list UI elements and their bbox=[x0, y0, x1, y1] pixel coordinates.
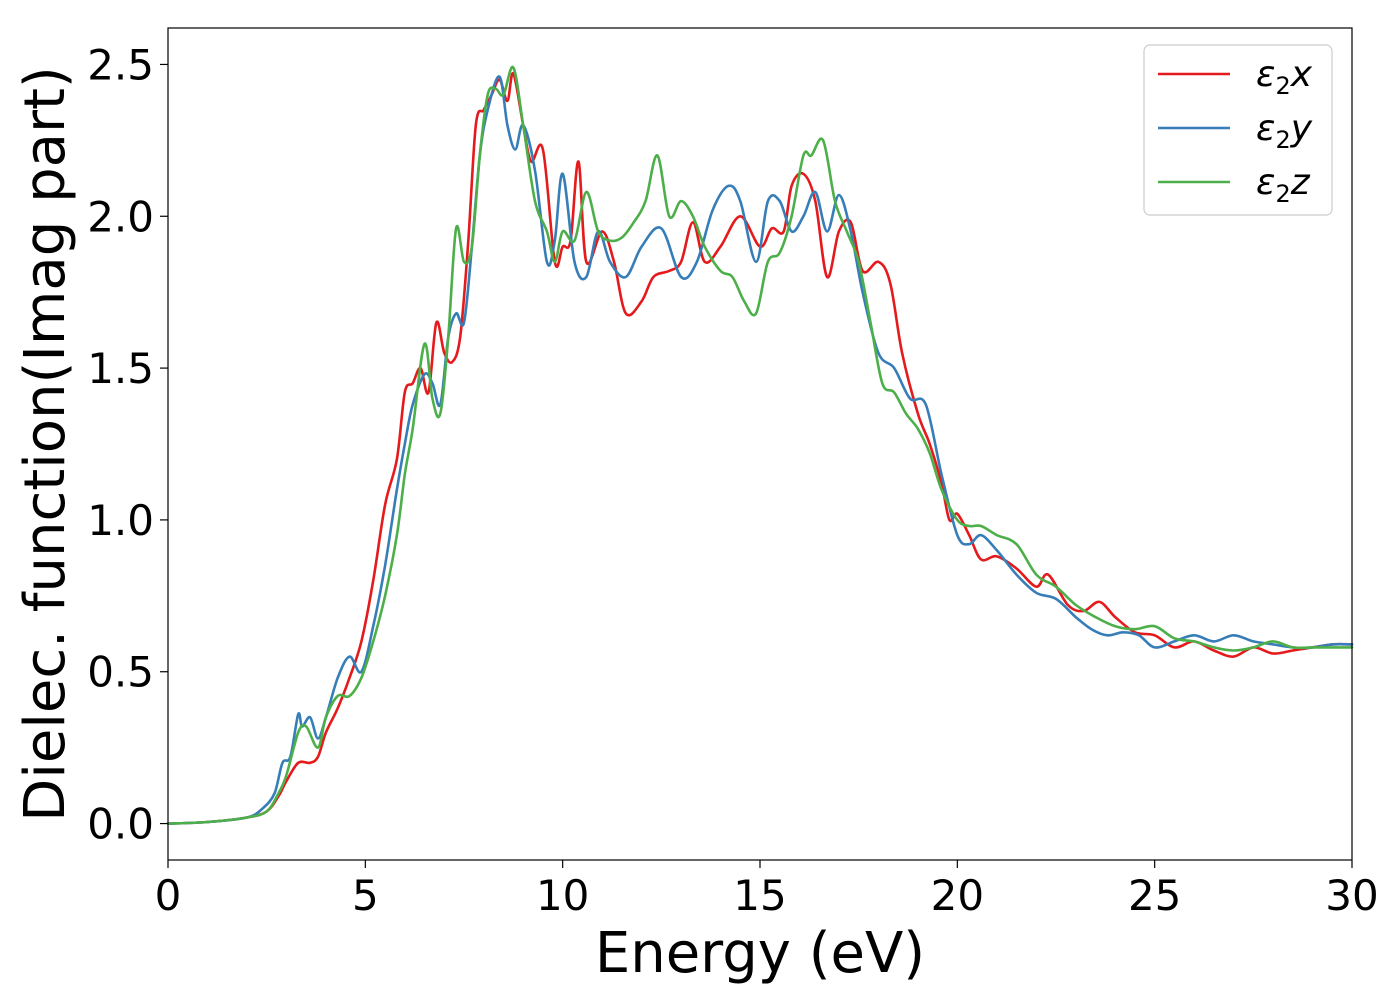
x-axis: 0 5 10 15 20 25 30 bbox=[155, 860, 1379, 920]
x-axis-title: Energy (eV) bbox=[595, 921, 925, 986]
legend-box bbox=[1143, 44, 1333, 216]
y-tick-label: 2.0 bbox=[87, 192, 154, 241]
plot-lines bbox=[166, 65, 1354, 825]
y-tick-label: 2.5 bbox=[87, 40, 154, 89]
series-line-z bbox=[166, 65, 1354, 825]
x-tick-label: 0 bbox=[155, 871, 182, 920]
series-line-x bbox=[166, 72, 1354, 825]
y-tick-label: 0.5 bbox=[87, 648, 154, 697]
x-tick-label: 15 bbox=[733, 871, 786, 920]
x-tick-label: 10 bbox=[536, 871, 589, 920]
legend-entry-x: ε2x bbox=[1158, 54, 1313, 100]
legend-label: ε2z bbox=[1256, 162, 1311, 208]
x-tick-label: 30 bbox=[1325, 871, 1378, 920]
y-axis-title: Dielec. function(Imag part) bbox=[13, 66, 78, 822]
y-tick-label: 1.0 bbox=[87, 496, 154, 545]
x-tick-label: 5 bbox=[352, 871, 379, 920]
legend-entry-z: ε2z bbox=[1158, 162, 1311, 208]
series-line-y bbox=[166, 75, 1354, 825]
x-tick-label: 20 bbox=[931, 871, 984, 920]
y-tick-label: 0.0 bbox=[87, 800, 154, 849]
legend-label: ε2x bbox=[1256, 54, 1313, 100]
legend-entry-y: ε2y bbox=[1158, 108, 1313, 154]
y-axis: 0.0 0.5 1.0 1.5 2.0 2.5 bbox=[87, 40, 168, 849]
y-tick-label: 1.5 bbox=[87, 344, 154, 393]
legend-label: ε2y bbox=[1256, 108, 1313, 154]
x-tick-label: 25 bbox=[1128, 871, 1181, 920]
legend: ε2x ε2y ε2z bbox=[1143, 44, 1333, 216]
